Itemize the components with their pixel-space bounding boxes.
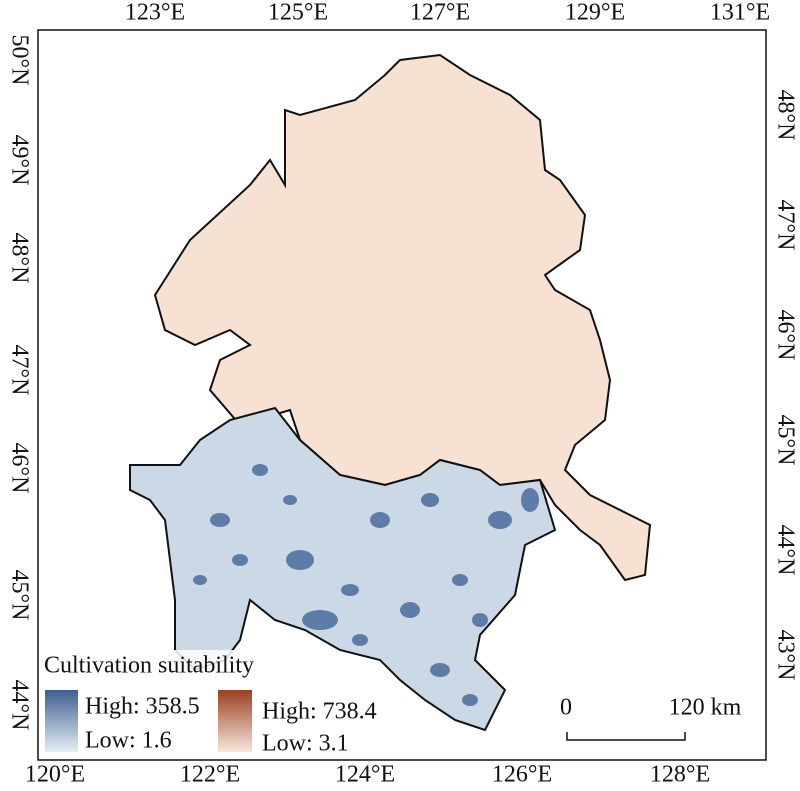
scale-label: 0: [560, 695, 572, 721]
right-axis-label: 44°N: [772, 525, 798, 576]
left-axis-label: 44°N: [6, 680, 32, 731]
legend-label: Low: 3.1: [262, 731, 349, 757]
left-axis-label: 49°N: [6, 135, 32, 186]
left-axis-label: 48°N: [6, 233, 32, 284]
top-axis-label: 125°E: [268, 0, 328, 26]
right-axis-label: 45°N: [772, 415, 798, 466]
legend-title: Cultivation suitability: [44, 653, 254, 679]
bottom-axis-label: 126°E: [492, 762, 552, 788]
top-axis-label: 123°E: [125, 0, 185, 26]
north-region: [153, 53, 652, 582]
bottom-axis-label: 124°E: [335, 762, 395, 788]
scale-bar: [566, 732, 686, 741]
legend-label: High: 358.5: [85, 694, 200, 720]
legend-ramp-brown: [218, 690, 252, 752]
right-axis-label: 47°N: [772, 200, 798, 251]
map-frame: [37, 29, 767, 761]
left-axis-label: 46°N: [6, 443, 32, 494]
bottom-axis-label: 120°E: [25, 762, 85, 788]
legend-ramp-blue: [45, 690, 78, 752]
left-axis-label: 47°N: [6, 345, 32, 396]
legend-background: [40, 650, 320, 758]
left-axis-label: 50°N: [6, 35, 32, 86]
right-axis-label: 43°N: [772, 630, 798, 681]
top-axis-label: 131°E: [710, 0, 770, 26]
right-axis-label: 46°N: [772, 310, 798, 361]
scale-label: 120 km: [669, 695, 742, 721]
top-axis-label: 129°E: [565, 0, 625, 26]
legend-label: Low: 1.6: [85, 728, 172, 754]
right-axis-label: 48°N: [772, 90, 798, 141]
bottom-axis-label: 122°E: [180, 762, 240, 788]
top-axis-label: 127°E: [410, 0, 470, 26]
legend-label: High: 738.4: [262, 699, 377, 725]
bottom-axis-label: 128°E: [650, 762, 710, 788]
left-axis-label: 45°N: [6, 570, 32, 621]
